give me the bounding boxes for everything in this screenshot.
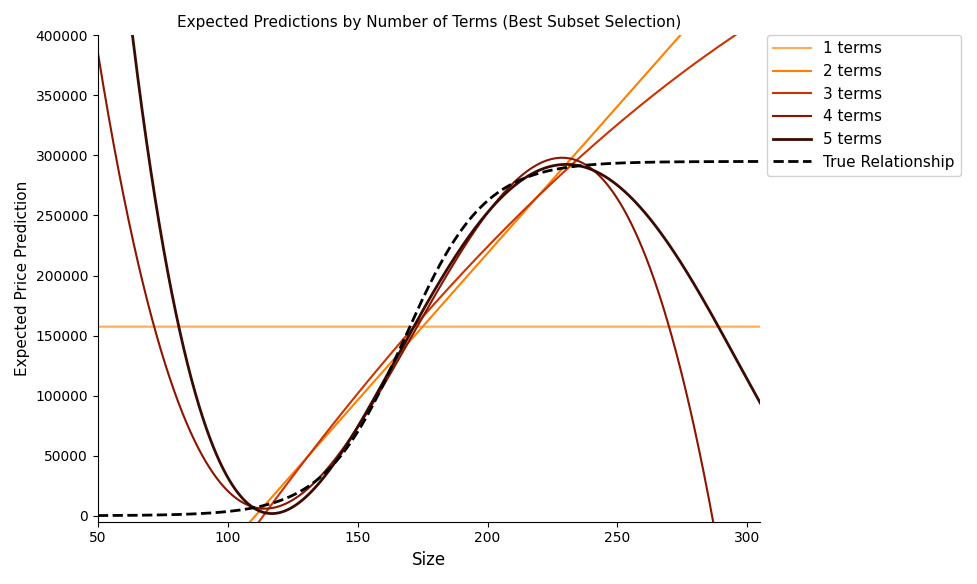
1 terms bbox=[736, 323, 747, 330]
5 terms bbox=[414, 311, 426, 318]
X-axis label: Size: Size bbox=[412, 551, 446, 569]
3 terms bbox=[614, 119, 625, 126]
Legend: 1 terms, 2 terms, 3 terms, 4 terms, 5 terms, True Relationship: 1 terms, 2 terms, 3 terms, 4 terms, 5 te… bbox=[767, 36, 961, 176]
4 terms bbox=[414, 318, 426, 325]
3 terms bbox=[736, 28, 747, 35]
1 terms bbox=[92, 323, 104, 330]
1 terms bbox=[754, 323, 766, 330]
True Relationship bbox=[735, 158, 746, 165]
Line: True Relationship: True Relationship bbox=[98, 162, 760, 516]
2 terms bbox=[614, 100, 625, 107]
1 terms bbox=[735, 323, 746, 330]
2 terms bbox=[414, 326, 426, 333]
Line: 2 terms: 2 terms bbox=[98, 0, 760, 584]
4 terms bbox=[614, 199, 625, 206]
True Relationship bbox=[397, 339, 408, 346]
1 terms bbox=[397, 323, 408, 330]
5 terms bbox=[266, 510, 277, 517]
Line: 3 terms: 3 terms bbox=[98, 19, 760, 584]
5 terms bbox=[754, 399, 766, 406]
3 terms bbox=[754, 15, 766, 22]
4 terms bbox=[92, 49, 104, 56]
Y-axis label: Expected Price Prediction: Expected Price Prediction bbox=[15, 181, 30, 376]
Line: 4 terms: 4 terms bbox=[98, 53, 760, 584]
1 terms bbox=[614, 323, 625, 330]
5 terms bbox=[736, 364, 747, 371]
3 terms bbox=[414, 317, 426, 324]
1 terms bbox=[414, 323, 426, 330]
True Relationship bbox=[754, 158, 766, 165]
5 terms bbox=[397, 343, 408, 350]
True Relationship bbox=[126, 512, 138, 519]
4 terms bbox=[397, 349, 408, 356]
True Relationship bbox=[614, 159, 625, 166]
5 terms bbox=[614, 184, 625, 191]
True Relationship bbox=[736, 158, 747, 165]
Title: Expected Predictions by Number of Terms (Best Subset Selection): Expected Predictions by Number of Terms … bbox=[177, 15, 681, 30]
1 terms bbox=[126, 323, 138, 330]
3 terms bbox=[397, 336, 408, 343]
5 terms bbox=[736, 365, 747, 372]
4 terms bbox=[126, 231, 138, 238]
3 terms bbox=[735, 28, 746, 35]
5 terms bbox=[126, 26, 138, 33]
True Relationship bbox=[414, 301, 426, 308]
True Relationship bbox=[92, 512, 104, 519]
Line: 5 terms: 5 terms bbox=[98, 0, 760, 513]
2 terms bbox=[397, 346, 408, 353]
